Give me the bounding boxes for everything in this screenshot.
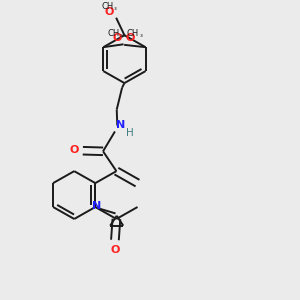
Text: O: O (126, 33, 135, 43)
Text: ₃: ₃ (114, 5, 117, 11)
Text: O: O (112, 33, 122, 43)
Text: CH: CH (102, 2, 114, 11)
Text: H: H (126, 128, 134, 138)
Text: O: O (70, 145, 79, 154)
Text: ₃: ₃ (120, 32, 123, 38)
Text: O: O (110, 245, 120, 255)
Text: CH: CH (108, 28, 120, 38)
Text: ₃: ₃ (139, 32, 142, 38)
Text: O: O (104, 7, 114, 16)
Text: CH: CH (127, 29, 139, 38)
Text: N: N (92, 201, 101, 212)
Text: methoxy: methoxy (120, 36, 126, 37)
Text: N: N (116, 120, 126, 130)
